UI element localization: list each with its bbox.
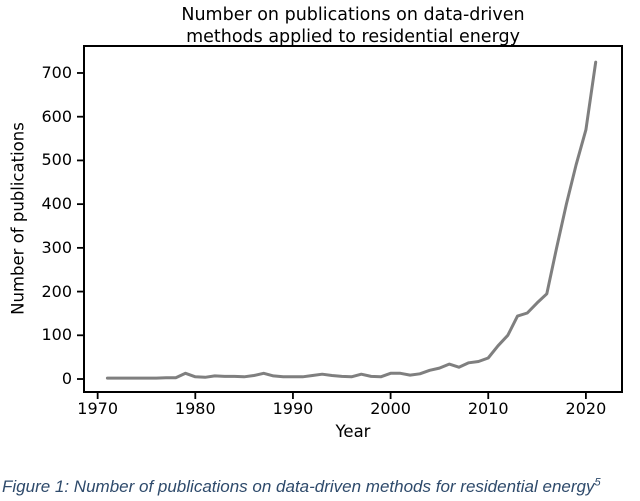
y-tick-label: 0 [61,369,72,388]
x-tick-label: 2010 [467,399,509,418]
figure-caption-text: Figure 1: Number of publications on data… [2,477,595,496]
x-tick-label: 2000 [370,399,411,418]
chart-title-line2: methods applied to residential energy [186,27,520,47]
y-tick-label: 700 [41,62,72,82]
y-tick-label: 100 [41,325,72,345]
x-tick-label: 1990 [272,399,314,418]
y-tick-label: 600 [41,106,72,126]
axis-tick-marks [77,72,587,399]
publications-line-series [105,60,598,380]
figure-caption: Figure 1: Number of publications on data… [2,476,640,497]
x-tick-label: 1970 [77,399,118,418]
x-axis-label: Year [335,422,371,441]
chart-title: Number on publications on data-driven me… [83,4,623,48]
y-tick-label: 400 [41,194,72,214]
y-tick-label: 200 [41,281,72,301]
plot-frame [83,45,623,393]
x-tick-label: 2020 [565,399,607,418]
line-chart-plot-area [77,45,623,399]
x-tick-label: 1980 [174,399,216,418]
y-tick-label: 500 [41,150,72,170]
y-tick-label: 300 [41,237,72,257]
chart-title-line1: Number on publications on data-driven [181,5,525,25]
figure-caption-superscript: 5 [594,476,601,489]
